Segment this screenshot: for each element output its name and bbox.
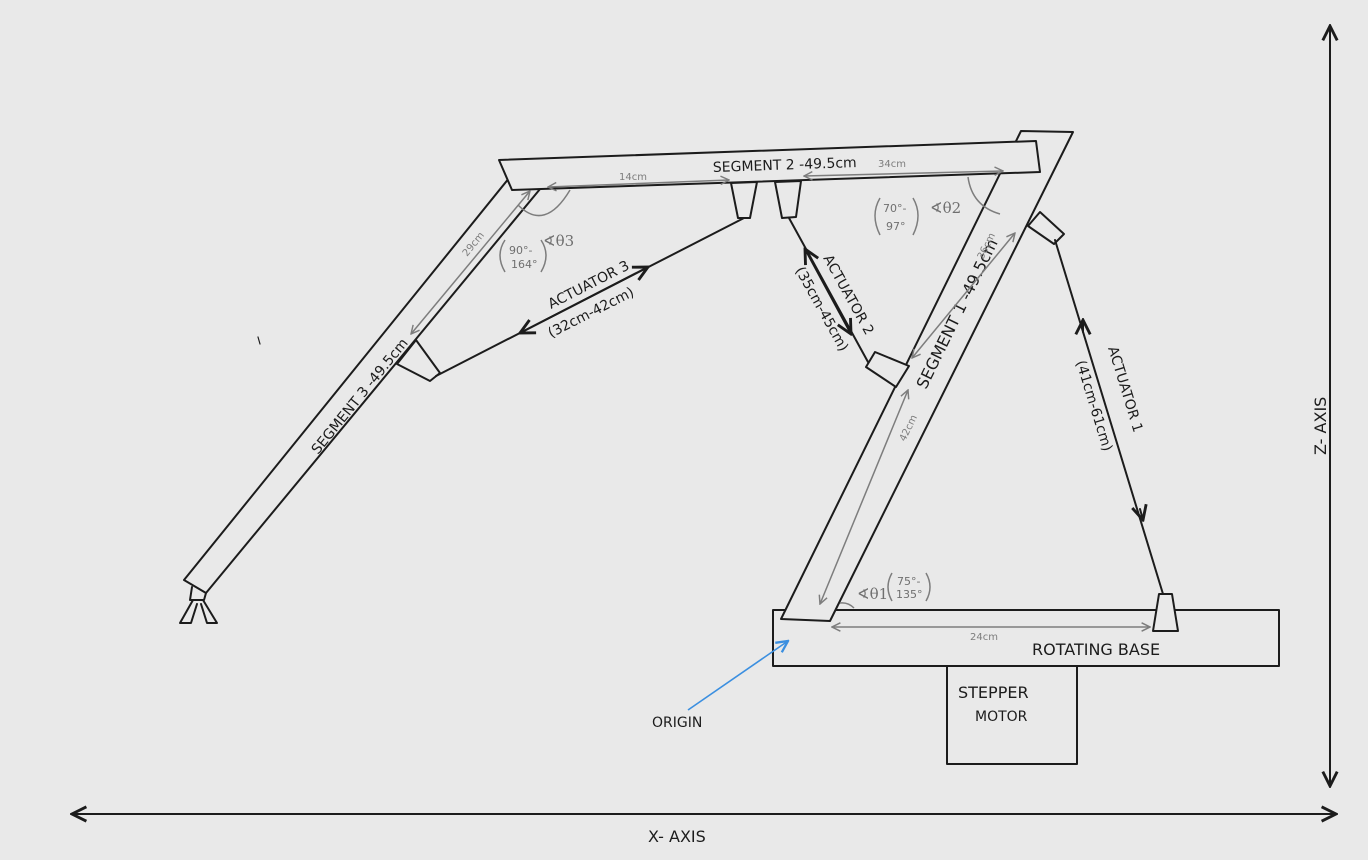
- dimension-42cm: [820, 390, 908, 604]
- dimension-34cm: [804, 171, 1003, 176]
- theta2-max: 97°: [886, 220, 906, 233]
- segment-3-label: SEGMENT 3 -49.5cm: [309, 336, 412, 458]
- z-axis-label: Z- AXIS: [1311, 397, 1330, 455]
- theta1-group: 75°- 135° ∢θ1: [857, 572, 931, 603]
- actuator-1-range: (41cm-61cm): [1072, 358, 1115, 453]
- dimension-14cm-label: 14cm: [619, 172, 647, 183]
- theta3-symbol: ∢θ3: [543, 232, 574, 250]
- theta3-arc: [517, 189, 571, 217]
- theta2-arc: [967, 176, 1001, 215]
- theta1-symbol: ∢θ1: [857, 585, 888, 603]
- actuator-2-mount-top: [774, 180, 802, 219]
- actuator-1-mount-top: [1027, 211, 1065, 245]
- dimension-24cm-label: 24cm: [970, 632, 998, 643]
- dimension-36cm: [912, 233, 1015, 358]
- theta3-max: 164°: [511, 258, 538, 271]
- theta1-arc: [839, 602, 855, 609]
- rotating-base-label: ROTATING BASE: [1032, 640, 1160, 659]
- stepper-label-2: MOTOR: [975, 709, 1028, 725]
- actuator-2: [788, 217, 869, 363]
- theta1-max: 135°: [896, 588, 923, 601]
- actuator-3: [435, 217, 745, 377]
- theta2-min: 70°-: [883, 202, 906, 215]
- theta3-group: 90°- 164° ∢θ3: [499, 232, 574, 273]
- origin-arrow: [687, 641, 788, 711]
- actuator-1: [1054, 239, 1164, 595]
- actuator-2-mount-bottom: [865, 351, 910, 388]
- theta2-group: 70°- 97° ∢θ2: [874, 197, 961, 236]
- theta3-min: 90°-: [509, 244, 532, 257]
- dimension-34cm-label: 34cm: [878, 159, 906, 170]
- stepper-label-1: STEPPER: [958, 683, 1029, 702]
- x-axis-label: X- AXIS: [648, 827, 706, 846]
- actuator-3-mount-top: [730, 181, 758, 219]
- dimension-14cm: [548, 180, 729, 187]
- dimension-29cm: [411, 191, 530, 334]
- origin-label: ORIGIN: [652, 715, 702, 731]
- theta1-min: 75°-: [897, 575, 920, 588]
- actuator-1-mount-bottom: [1152, 593, 1179, 632]
- stray-mark: [257, 336, 261, 345]
- theta2-symbol: ∢θ2: [930, 199, 961, 217]
- rotating-base: [772, 609, 1280, 667]
